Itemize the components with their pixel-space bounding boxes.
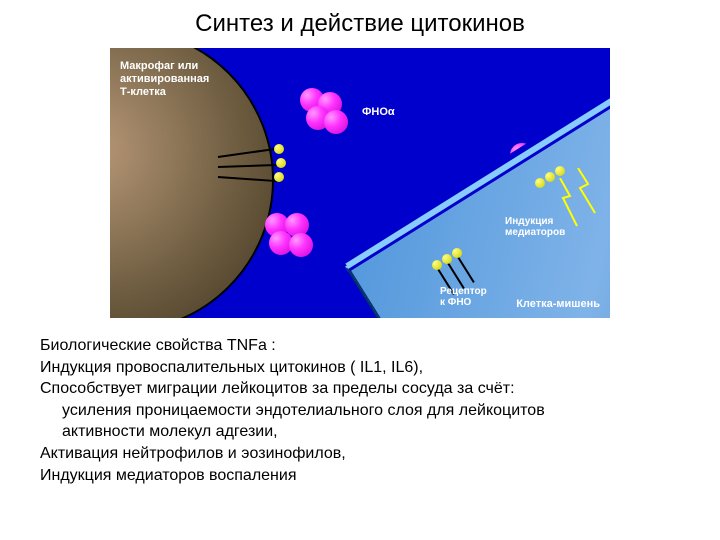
receptor-label-2: к ФНО — [440, 297, 471, 308]
body-line-7: Индукция медиаторов воспаления — [40, 465, 680, 487]
body-line-1: Биологические свойства TNFa : — [40, 335, 680, 357]
receptor-label: Рецептор к ФНО — [440, 286, 487, 308]
macrophage-label-3: Т-клетка — [120, 86, 166, 98]
molecule-icon — [324, 110, 348, 134]
receptor-dot — [442, 254, 452, 264]
slide: Синтез и действие цитокинов Макрофаг или… — [0, 0, 720, 540]
macrophage-label: Макрофаг или активированная Т-клетка — [120, 60, 209, 100]
receptor-dot — [545, 172, 555, 182]
body-line-2: Индукция провоспалительных цитокинов ( I… — [40, 357, 680, 379]
body-text: Биологические свойства TNFa : Индукция п… — [40, 335, 680, 486]
molecule-icon — [289, 233, 313, 257]
receptor-dot — [452, 248, 462, 258]
body-line-5: активности молекул адгезии, — [40, 421, 680, 443]
body-line-3: Способствует миграции лейкоцитов за пред… — [40, 378, 680, 400]
induction-label-1: Индукция — [505, 216, 553, 227]
receptor-dot — [432, 260, 442, 270]
slide-title: Синтез и действие цитокинов — [0, 10, 720, 38]
induction-label: Индукция медиаторов — [505, 216, 565, 238]
target-cell-label: Клетка-мишень — [516, 298, 600, 310]
receptor-dot — [535, 178, 545, 188]
macrophage-label-2: активированная — [120, 73, 209, 85]
receptor-label-1: Рецептор — [440, 286, 487, 297]
bolt-icon — [570, 168, 600, 218]
macrophage-label-1: Макрофаг или — [120, 60, 198, 72]
cytokine-diagram: Макрофаг или активированная Т-клетка ФНО… — [110, 48, 610, 318]
body-line-4: усиления проницаемости эндотелиального с… — [40, 400, 680, 422]
receptor-dot — [555, 166, 565, 176]
receptor-dot — [276, 158, 286, 168]
receptor-dot — [274, 172, 284, 182]
receptor-dot — [274, 144, 284, 154]
induction-label-2: медиаторов — [505, 227, 565, 238]
body-line-6: Активация нейтрофилов и эозинофилов, — [40, 443, 680, 465]
tnf-label: ФНОα — [362, 106, 395, 118]
